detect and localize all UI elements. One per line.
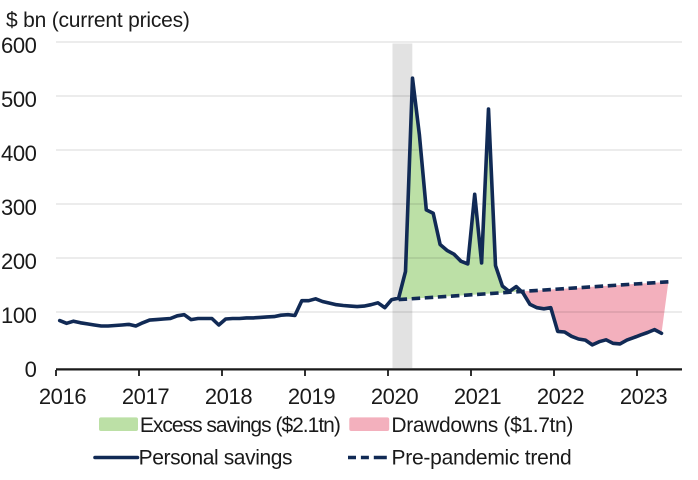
svg-text:0: 0 [25,357,37,382]
svg-text:2023: 2023 [620,384,668,409]
svg-text:Excess savings ($2.1tn): Excess savings ($2.1tn) [140,414,340,437]
svg-text:300: 300 [1,195,37,220]
svg-text:2021: 2021 [454,384,502,409]
svg-text:2019: 2019 [288,384,336,409]
svg-text:100: 100 [1,303,37,328]
svg-text:200: 200 [1,249,37,274]
svg-text:400: 400 [1,141,37,166]
svg-text:500: 500 [1,87,37,112]
svg-text:2022: 2022 [537,384,585,409]
svg-text:2020: 2020 [371,384,419,409]
svg-text:Pre-pandemic trend: Pre-pandemic trend [392,447,572,470]
svg-text:Personal savings: Personal savings [139,447,293,470]
svg-text:2016: 2016 [39,384,87,409]
svg-text:Drawdowns ($1.7tn): Drawdowns ($1.7tn) [391,414,573,437]
svg-text:2018: 2018 [205,384,253,409]
svg-text:600: 600 [1,33,37,58]
svg-text:2017: 2017 [122,384,170,409]
svg-text:$ bn (current prices): $ bn (current prices) [6,9,190,32]
